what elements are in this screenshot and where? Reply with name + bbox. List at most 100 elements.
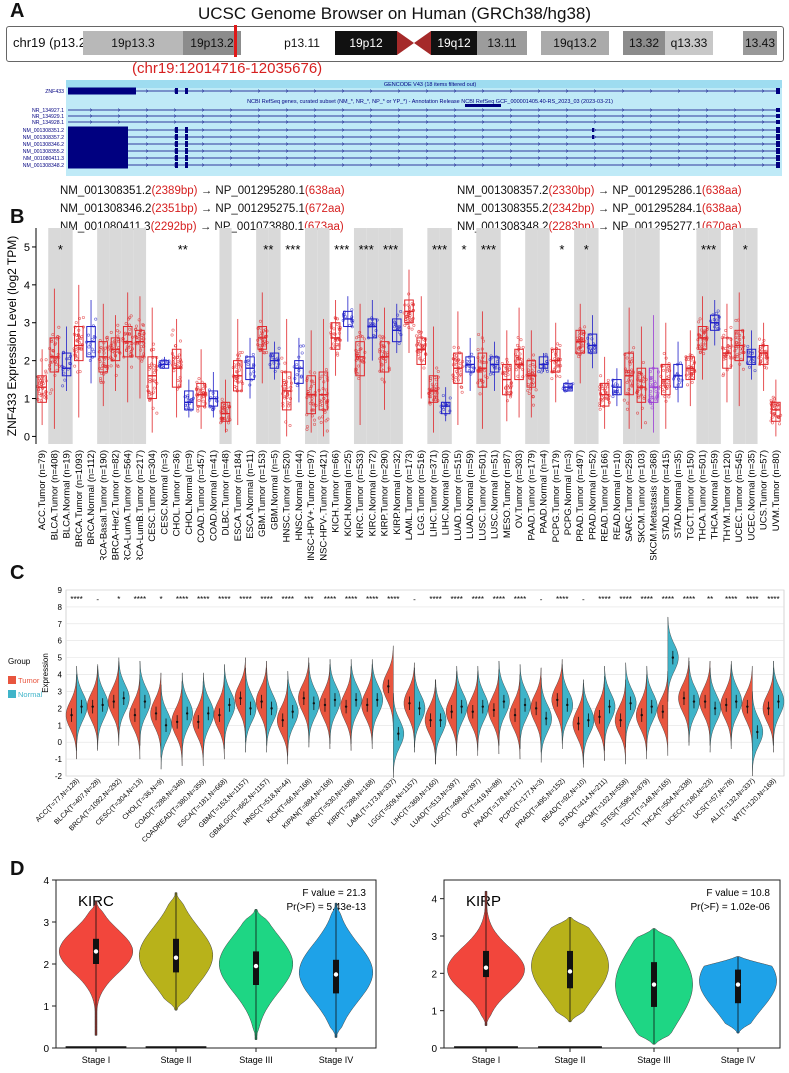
strand-arrow [313, 120, 317, 124]
strand-arrow [593, 108, 597, 112]
strand-arrow [369, 142, 373, 146]
strand-arrow [341, 163, 345, 167]
strand-arrow [341, 120, 345, 124]
significance-mark: **** [429, 595, 441, 604]
data-point [75, 334, 79, 338]
significance-mark: *** [481, 242, 496, 257]
strand-arrow [677, 108, 681, 112]
strand-arrow [145, 128, 149, 132]
box [587, 333, 598, 354]
significance-mark: **** [282, 595, 294, 604]
group-label: UCEC.Tumor (n=545) [734, 450, 745, 542]
data-point [301, 344, 305, 348]
data-point [311, 402, 315, 406]
data-point [280, 356, 284, 360]
strand-arrow [621, 156, 625, 160]
expression-boxplot: 0 1 2 3 4 5 ZNF433 Expression Level (log2 TPM)… [5, 228, 783, 560]
band [241, 31, 269, 55]
data-point [730, 344, 734, 348]
median-normal [756, 730, 759, 734]
median-normal [270, 707, 273, 710]
track-name: NM_001080411.3 [23, 156, 64, 162]
group-label: HNSC-HPV+.Tumor (n=97) [306, 450, 317, 560]
strand-arrow [257, 128, 261, 132]
data-point [299, 344, 303, 348]
data-point [458, 369, 462, 373]
data-point [324, 373, 328, 377]
data-point [703, 328, 707, 332]
data-point [175, 387, 179, 391]
strand-arrow [369, 163, 373, 167]
strand-arrow [397, 135, 401, 139]
data-point [381, 335, 385, 339]
exon-block [185, 155, 188, 161]
significance-mark: * [58, 242, 63, 257]
data-point [510, 384, 514, 388]
data-point [703, 329, 707, 333]
data-point [622, 398, 626, 402]
box [37, 375, 47, 403]
median-normal [692, 700, 696, 703]
data-point [286, 404, 290, 408]
strand-arrow [369, 89, 373, 93]
strand-arrow [677, 135, 681, 139]
data-point [99, 377, 103, 381]
exon-block [592, 128, 594, 132]
p-value: Pr(>F) = 1.02e-06 [691, 902, 771, 913]
strand-arrow [341, 89, 345, 93]
strand-arrow [369, 114, 373, 118]
data-point [518, 356, 522, 360]
strand-arrow [229, 128, 233, 132]
significance-mark: - [540, 595, 543, 604]
strand-arrow [397, 89, 401, 93]
strand-arrow [761, 163, 765, 167]
data-point [372, 322, 376, 326]
data-point [387, 368, 391, 372]
data-point [675, 371, 679, 375]
median-tumor [239, 697, 242, 700]
strand-arrow [425, 89, 429, 93]
group-label: HNSC.Normal (n=44) [294, 450, 305, 541]
data-point [615, 388, 619, 392]
strand-arrow [257, 108, 261, 112]
group-label: BRCA-LumA.Tumor (n=564) [123, 450, 134, 560]
strand-arrow [593, 120, 597, 124]
significance-mark: **** [556, 595, 568, 604]
median-normal [587, 719, 590, 722]
significance-mark: **** [662, 595, 674, 604]
y-tick-label: 3 [43, 918, 49, 929]
strand-arrow [761, 128, 765, 132]
group-label: THYM.Tumor (n=120) [722, 450, 733, 542]
strand-arrow [733, 156, 737, 160]
strand-arrow [649, 135, 653, 139]
data-point [105, 335, 109, 339]
median-tumor [323, 703, 327, 707]
strand-arrow [705, 149, 709, 153]
median-normal [608, 705, 611, 708]
transcript-line: NM_001080411.3(2292bp) → NP_001073880.1(… [60, 221, 344, 233]
box [428, 375, 439, 403]
strand-arrow [117, 108, 121, 112]
strand-arrow [397, 163, 401, 167]
strand-arrow [173, 120, 177, 124]
median-tumor [218, 713, 221, 717]
panel-c-label: C [10, 562, 25, 584]
strand-arrow [705, 135, 709, 139]
group-label: READ.Normal (n=10) [612, 450, 623, 540]
data-point [335, 351, 339, 355]
data-point [295, 363, 299, 367]
data-point [77, 317, 81, 321]
significance-mark: * [743, 242, 748, 257]
data-point [588, 333, 592, 337]
data-point [285, 391, 289, 395]
group-label: KIRP.Normal (n=32) [392, 450, 403, 535]
chromosome-ideogram: chr19 (p13.2) 19p13.3 19p13.2 p13.11 19p… [6, 25, 784, 62]
data-point [550, 377, 554, 381]
data-point [452, 379, 456, 383]
f-value: F value = 21.3 [302, 888, 366, 899]
data-point [305, 427, 309, 431]
strand-arrow [537, 142, 541, 146]
strand-arrow [677, 142, 681, 146]
strand-arrow [481, 108, 485, 112]
strand-arrow [761, 156, 765, 160]
